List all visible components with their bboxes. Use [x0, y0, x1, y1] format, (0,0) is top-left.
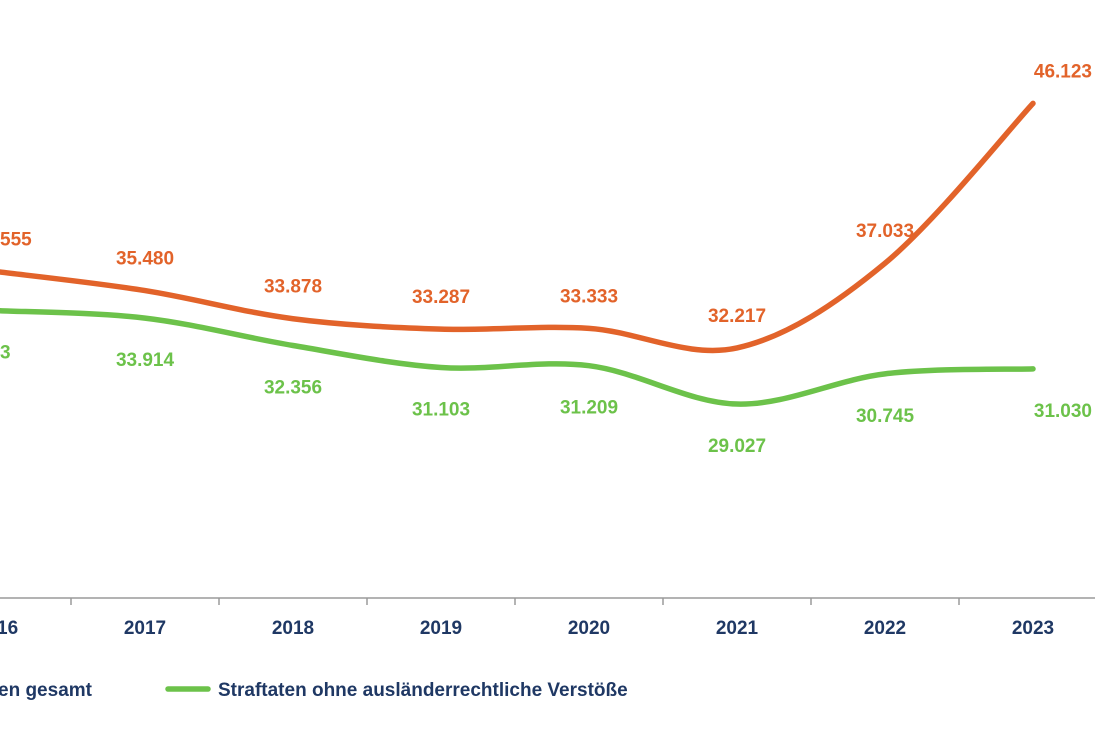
x-tick-label-2023: 2023: [1012, 618, 1054, 639]
data-label-gesamt-2018: 33.878: [264, 277, 322, 298]
data-label-ohne-2017: 33.914: [116, 350, 175, 371]
data-label-ohne-2021: 29.027: [708, 436, 766, 457]
series-line-gesamt: [0, 100, 1036, 354]
data-labels: 555 35.480 33.878 33.287 33.333 32.217 37.033 4…: [0, 61, 1092, 457]
x-tick-label-2019: 2019: [420, 618, 462, 639]
x-tick-label-2020: 2020: [568, 618, 610, 639]
series-lines: [0, 100, 1036, 407]
data-label-gesamt-2016: 555: [0, 230, 32, 251]
data-label-ohne-2019: 31.103: [412, 400, 470, 421]
x-tick-label-2016: 16: [0, 618, 18, 639]
data-label-gesamt-2021: 32.217: [708, 306, 766, 327]
data-label-ohne-2016: 3: [0, 343, 11, 364]
x-axis: 16 2017 2018 2019 2020 2021 2022 2023: [0, 597, 1095, 639]
legend-label-gesamt: en gesamt: [0, 680, 93, 701]
data-label-gesamt-2019: 33.287: [412, 287, 470, 308]
data-label-ohne-2018: 32.356: [264, 378, 322, 399]
data-label-gesamt-2017: 35.480: [116, 249, 174, 270]
x-tick-label-2018: 2018: [272, 618, 314, 639]
data-label-ohne-2023: 31.030: [1034, 401, 1092, 422]
x-tick-label-2021: 2021: [716, 618, 759, 639]
data-label-ohne-2022: 30.745: [856, 406, 915, 427]
data-label-gesamt-2020: 33.333: [560, 286, 618, 307]
data-label-gesamt-2022: 37.033: [856, 221, 914, 242]
series-line-ohne-auslaenderrechtliche: [0, 307, 1036, 407]
x-tick-label-2022: 2022: [864, 618, 906, 639]
data-label-ohne-2020: 31.209: [560, 398, 618, 419]
x-tick-label-2017: 2017: [124, 618, 166, 639]
data-label-gesamt-2023: 46.123: [1034, 61, 1092, 82]
legend: en gesamt Straftaten ohne ausländerrechtl…: [0, 680, 628, 701]
legend-label-ohne-auslaenderrechtliche: Straftaten ohne ausländerrechtliche Vers…: [218, 680, 628, 701]
